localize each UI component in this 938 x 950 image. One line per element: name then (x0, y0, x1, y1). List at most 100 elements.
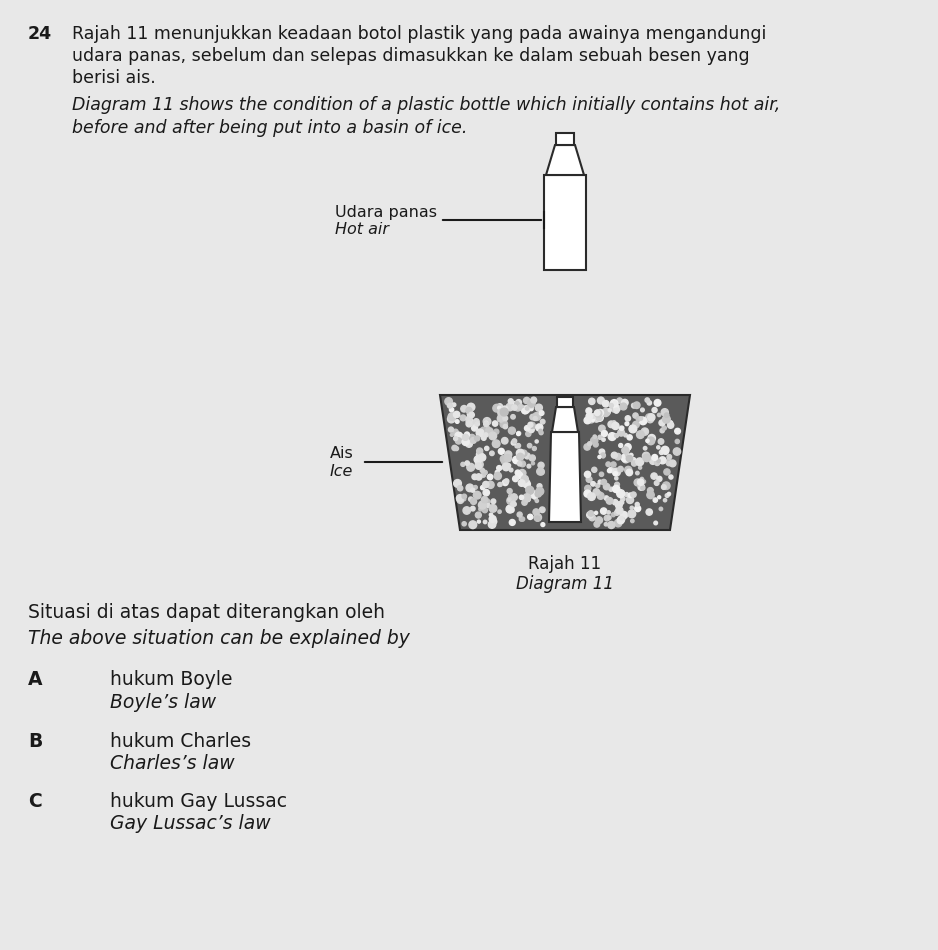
Circle shape (489, 521, 496, 528)
Circle shape (633, 413, 638, 418)
Circle shape (469, 497, 473, 502)
Circle shape (661, 484, 666, 489)
Circle shape (498, 407, 501, 409)
Circle shape (487, 482, 494, 488)
Circle shape (472, 425, 477, 431)
Circle shape (525, 497, 530, 502)
Circle shape (519, 480, 525, 486)
Circle shape (614, 510, 619, 515)
Circle shape (498, 409, 505, 416)
Circle shape (635, 505, 641, 512)
Circle shape (612, 423, 619, 429)
Circle shape (625, 444, 631, 450)
Text: 24: 24 (28, 25, 53, 43)
Circle shape (483, 470, 487, 475)
Circle shape (521, 517, 524, 522)
Circle shape (615, 503, 622, 508)
Circle shape (498, 510, 501, 513)
Circle shape (511, 441, 516, 446)
Circle shape (521, 450, 527, 456)
Circle shape (621, 497, 625, 501)
Circle shape (630, 506, 633, 509)
Circle shape (453, 411, 460, 418)
Circle shape (589, 398, 595, 405)
Circle shape (493, 429, 499, 434)
Circle shape (608, 468, 612, 473)
Circle shape (625, 416, 630, 421)
Circle shape (465, 441, 473, 447)
Circle shape (534, 497, 537, 500)
Circle shape (508, 399, 513, 404)
Circle shape (667, 454, 672, 459)
Circle shape (612, 452, 617, 458)
Circle shape (595, 511, 598, 515)
Circle shape (486, 504, 490, 507)
Circle shape (534, 514, 541, 522)
Circle shape (536, 424, 543, 431)
Circle shape (600, 453, 605, 458)
Circle shape (533, 412, 541, 421)
Circle shape (604, 522, 608, 526)
Circle shape (647, 401, 652, 405)
Circle shape (483, 521, 487, 523)
Circle shape (617, 517, 624, 523)
Circle shape (528, 403, 534, 408)
Circle shape (674, 428, 680, 434)
Circle shape (639, 417, 647, 425)
Text: The above situation can be explained by: The above situation can be explained by (28, 629, 410, 648)
Circle shape (522, 500, 527, 505)
Circle shape (472, 474, 477, 480)
Circle shape (598, 415, 602, 418)
Circle shape (668, 422, 673, 428)
Text: Rajah 11: Rajah 11 (528, 555, 601, 573)
Text: Ais: Ais (330, 446, 354, 462)
Circle shape (613, 468, 620, 476)
Circle shape (593, 415, 599, 422)
Circle shape (462, 522, 466, 526)
Circle shape (476, 474, 482, 480)
Circle shape (592, 467, 597, 472)
Circle shape (534, 416, 537, 419)
Circle shape (584, 471, 591, 478)
Circle shape (458, 485, 462, 491)
Circle shape (477, 448, 483, 454)
Circle shape (643, 452, 650, 460)
Circle shape (669, 475, 673, 479)
Circle shape (519, 469, 526, 477)
Circle shape (604, 496, 609, 501)
Circle shape (608, 432, 616, 441)
Circle shape (507, 497, 515, 504)
Circle shape (481, 473, 486, 477)
Circle shape (507, 505, 514, 513)
Text: Udara panas: Udara panas (335, 204, 437, 219)
Circle shape (466, 484, 474, 492)
Circle shape (616, 507, 623, 514)
Circle shape (594, 522, 599, 527)
Circle shape (520, 517, 523, 522)
Circle shape (591, 437, 598, 445)
Circle shape (467, 411, 474, 417)
Circle shape (664, 413, 669, 417)
Circle shape (657, 476, 662, 482)
Circle shape (515, 445, 519, 447)
Circle shape (589, 515, 596, 521)
Circle shape (473, 419, 479, 425)
Circle shape (516, 449, 524, 457)
Circle shape (636, 471, 639, 475)
Circle shape (601, 430, 608, 436)
Circle shape (516, 400, 522, 406)
Circle shape (464, 432, 470, 437)
Circle shape (657, 459, 660, 463)
Circle shape (536, 500, 538, 503)
Circle shape (531, 491, 538, 499)
Circle shape (510, 502, 516, 506)
Circle shape (485, 421, 488, 425)
Circle shape (489, 432, 496, 440)
Circle shape (512, 405, 517, 410)
Circle shape (647, 491, 655, 499)
Circle shape (541, 522, 545, 526)
Circle shape (614, 483, 619, 487)
Circle shape (460, 415, 466, 421)
Circle shape (587, 415, 595, 423)
Circle shape (517, 432, 521, 436)
